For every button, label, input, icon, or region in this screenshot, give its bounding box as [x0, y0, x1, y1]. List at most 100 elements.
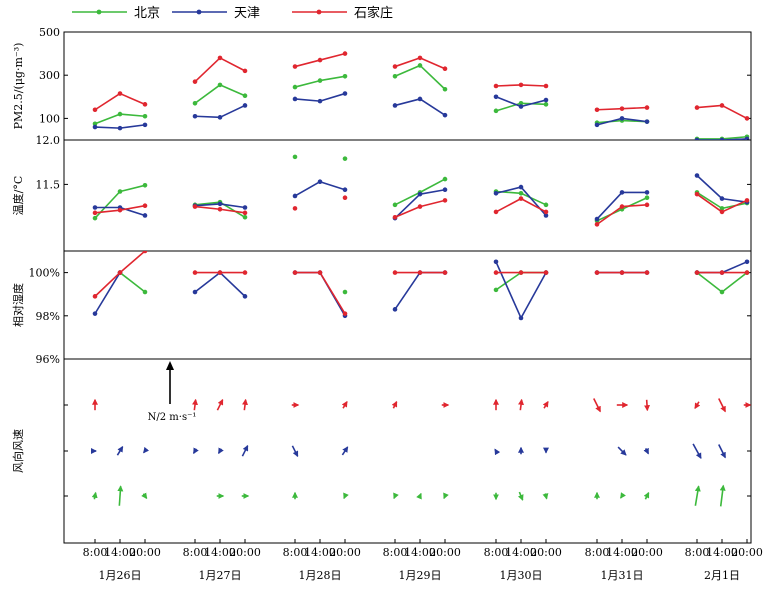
data-point	[442, 86, 448, 92]
data-point	[694, 137, 700, 140]
data-point	[493, 83, 499, 89]
x-tick-label: 8:00	[685, 546, 710, 559]
data-point	[392, 64, 398, 69]
data-point	[493, 190, 499, 196]
wind-vector	[518, 398, 525, 411]
series-segment	[495, 186, 522, 195]
data-point	[92, 121, 98, 127]
data-point	[619, 270, 625, 275]
date-label: 2月1日	[704, 569, 740, 582]
data-point	[342, 311, 348, 316]
x-tick-label: 20:00	[731, 546, 763, 559]
data-point	[192, 270, 198, 275]
wind-vector	[216, 398, 224, 411]
data-point	[619, 204, 625, 209]
data-point	[317, 179, 323, 185]
series-segment	[721, 135, 748, 140]
data-point	[217, 115, 223, 120]
series-segment	[520, 197, 547, 213]
wind-vector	[241, 444, 249, 457]
data-point	[744, 198, 750, 203]
series-segment	[721, 104, 748, 120]
series-segment	[696, 271, 723, 293]
x-tick-label: 8:00	[283, 546, 308, 559]
x-tick-label: 14:00	[404, 546, 436, 559]
data-point	[317, 270, 323, 275]
data-point	[594, 216, 600, 222]
series-segment	[119, 184, 146, 193]
data-point	[242, 93, 248, 99]
wind-vector	[141, 492, 148, 500]
series-segment	[394, 205, 421, 218]
legend-marker	[196, 9, 202, 15]
wind-vector	[393, 492, 399, 500]
data-point	[392, 307, 398, 312]
data-point	[543, 202, 549, 208]
series-segment	[319, 272, 346, 315]
wind-vector	[542, 400, 549, 409]
data-point	[694, 105, 700, 110]
data-point	[493, 108, 499, 114]
data-point	[744, 270, 750, 275]
data-point	[142, 122, 148, 128]
wind-vector	[193, 447, 199, 455]
x-tick-label: 8:00	[484, 546, 509, 559]
data-point	[719, 270, 725, 275]
series-segment	[94, 92, 121, 111]
wind-vector	[341, 400, 348, 409]
data-point	[342, 195, 348, 201]
data-point	[719, 137, 725, 140]
data-point	[292, 193, 298, 199]
wind-vector	[116, 445, 124, 456]
series-segment	[495, 261, 522, 319]
series-segment	[419, 64, 446, 90]
series-segment	[194, 201, 221, 206]
wind-vector	[643, 447, 650, 455]
data-point	[292, 64, 298, 69]
data-point	[92, 107, 98, 113]
series-segment	[596, 117, 623, 126]
x-tick-label: 8:00	[585, 546, 610, 559]
data-point	[644, 119, 650, 124]
wind-vector	[719, 484, 726, 507]
series-segment	[495, 84, 522, 87]
data-point	[292, 84, 298, 90]
data-point	[217, 55, 223, 61]
data-point	[543, 97, 549, 103]
x-tick-label: 14:00	[706, 546, 738, 559]
data-point	[518, 270, 524, 275]
series-segment	[319, 52, 346, 61]
wind-vector	[91, 491, 98, 500]
data-point	[92, 124, 98, 130]
data-point	[117, 111, 123, 117]
series-segment	[696, 193, 723, 213]
date-label: 1月31日	[601, 569, 644, 582]
data-point	[92, 205, 98, 210]
data-point	[417, 96, 423, 102]
panel-1-series	[92, 154, 750, 227]
series-segment	[94, 190, 121, 219]
x-tick-label: 14:00	[104, 546, 136, 559]
series-segment	[696, 104, 723, 109]
series-segment	[520, 84, 547, 87]
series-segment	[520, 99, 547, 108]
data-point	[619, 106, 625, 111]
x-tick-label: 8:00	[383, 546, 408, 559]
data-point	[518, 196, 524, 201]
series-segment	[394, 98, 421, 107]
y-axis-label: 温度/°C	[11, 176, 25, 216]
data-point	[117, 270, 123, 275]
plot-frame	[63, 31, 752, 544]
series-segment	[319, 180, 346, 191]
data-point	[442, 112, 448, 118]
wind-vector	[694, 401, 701, 410]
data-point	[217, 201, 223, 207]
series-segment	[194, 205, 221, 211]
wind-vector	[218, 447, 224, 455]
x-tick-label: 8:00	[83, 546, 108, 559]
wind-vector	[593, 398, 601, 413]
series-segment	[621, 204, 648, 208]
wind-vector	[117, 485, 124, 506]
date-label: 1月28日	[299, 569, 342, 582]
